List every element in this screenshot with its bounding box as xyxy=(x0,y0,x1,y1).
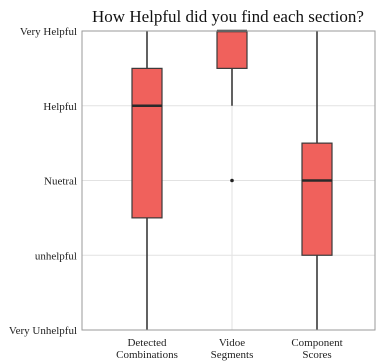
iqr-box xyxy=(301,142,333,256)
box-layer xyxy=(131,29,333,330)
plot-frame xyxy=(81,30,376,331)
x-tick-label: Detected xyxy=(127,337,167,349)
outlier-point xyxy=(230,178,234,183)
x-tick-label: Vidoe xyxy=(219,337,245,349)
y-tick-label: Very Unhelpful xyxy=(9,325,77,337)
x-tick-label: Segments xyxy=(211,349,254,361)
x-tick-label: Component xyxy=(291,337,342,349)
y-tick-label: Very Helpful xyxy=(20,26,77,38)
iqr-box xyxy=(131,67,163,219)
y-axis: Very Unhelpful unhelpful Nuetral Helpful Ver… xyxy=(9,26,77,337)
iqr-box xyxy=(216,30,248,69)
y-tick-label: unhelpful xyxy=(35,250,77,262)
box-group xyxy=(131,31,163,330)
x-tick-label: Scores xyxy=(302,349,331,361)
x-tick-label: Combinations xyxy=(116,349,178,361)
y-tick-label: Nuetral xyxy=(44,176,77,188)
y-tick-label: Helpful xyxy=(43,101,77,113)
chart-title: How Helpful did you find each section? xyxy=(92,7,364,26)
box-group xyxy=(301,31,333,330)
